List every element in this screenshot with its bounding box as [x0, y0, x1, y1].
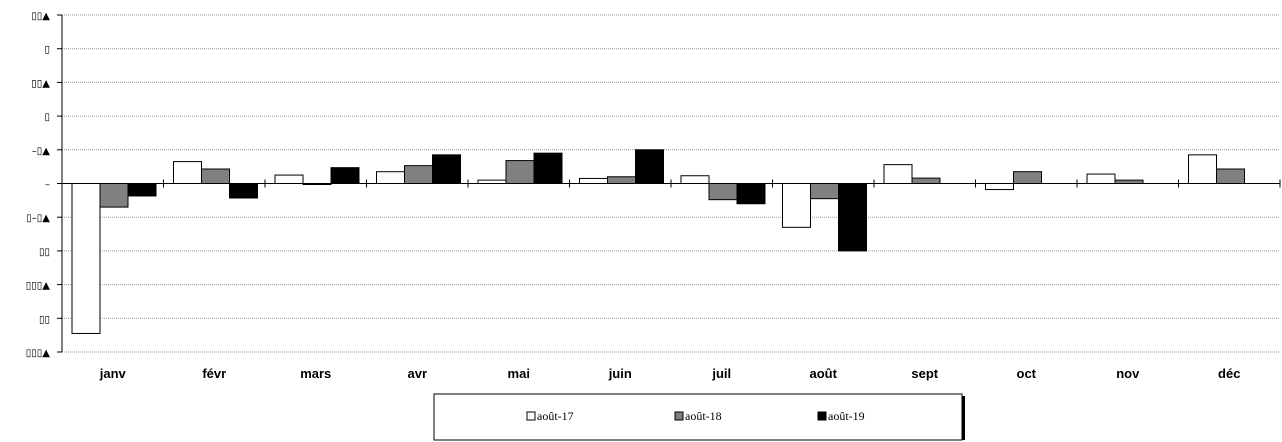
bar [229, 183, 258, 199]
x-tick-label: juil [711, 366, 731, 381]
bar [985, 183, 1014, 191]
x-tick-label: mars [300, 366, 331, 381]
y-tick-label: ▯▯ [39, 314, 50, 325]
x-tick-label: févr [202, 366, 226, 381]
bar [1114, 179, 1144, 185]
bar [71, 183, 101, 334]
legend-label: août-19 [828, 409, 865, 423]
bar [376, 171, 405, 185]
y-tick-label: – [45, 180, 50, 191]
bar [330, 167, 360, 184]
x-tick-label: avr [407, 366, 427, 381]
bar [782, 183, 811, 228]
legend-box [433, 393, 963, 441]
bar [635, 149, 664, 185]
bar [883, 164, 913, 185]
bar [99, 183, 129, 208]
y-tick-label: ▯▯▯▲ [26, 348, 51, 359]
legend: août-17 août-18 août-19 [433, 393, 965, 441]
x-tick-labels: janv févr mars avr mai juin juil août sept oct nov… [99, 366, 1241, 381]
legend-swatch [817, 411, 827, 421]
bar [505, 160, 535, 184]
bar [127, 183, 157, 197]
legend-label: août-17 [537, 409, 574, 423]
x-tick-label: août [810, 366, 838, 381]
bars [71, 149, 1245, 334]
x-tick-label: déc [1218, 366, 1240, 381]
y-tick-label: ▯▯ [39, 247, 50, 258]
legend-shadow [962, 396, 965, 440]
bar [432, 154, 461, 184]
legend-swatch [674, 411, 684, 421]
y-tick-label: ▯ [44, 45, 50, 56]
x-tick-label: nov [1116, 366, 1140, 381]
y-tick-label: ▯▯▯▲ [26, 281, 51, 292]
x-tick-label: sept [911, 366, 938, 381]
bar [838, 183, 867, 252]
bar [911, 177, 941, 185]
bar [680, 175, 710, 184]
bar [404, 165, 433, 185]
bar [1086, 173, 1116, 184]
bar [1013, 171, 1042, 185]
x-tick-label: mai [508, 366, 530, 381]
x-tick-label: janv [99, 366, 127, 381]
bar [1216, 168, 1245, 185]
bar [477, 179, 507, 185]
bar [1188, 154, 1217, 184]
bar [708, 183, 738, 201]
y-tick-label: ▯▯▲ [31, 11, 50, 22]
gridlines [62, 14, 1280, 353]
y-tick-label: ▯▯▲ [31, 78, 50, 89]
y-tick-label: ▯–▯▲ [26, 213, 50, 224]
y-tick-label: ▯ [44, 112, 50, 123]
bar [736, 183, 766, 205]
axes [57, 14, 1281, 353]
x-tick-label: oct [1017, 366, 1037, 381]
bar [201, 168, 230, 185]
bar [274, 174, 304, 184]
legend-swatch [526, 411, 536, 421]
bar [579, 177, 608, 185]
bar [173, 161, 202, 185]
bar [810, 183, 839, 200]
legend-label: août-18 [685, 409, 722, 423]
x-tick-label: juin [608, 366, 632, 381]
bar [607, 176, 636, 184]
y-tick-label: –▯▲ [32, 146, 51, 157]
y-tick-labels: ▯▯▲▯▯▯▲▯–▯▲–▯–▯▲▯▯▯▯▯▲▯▯▯▯▯▲ [26, 11, 51, 359]
bar [533, 152, 563, 184]
